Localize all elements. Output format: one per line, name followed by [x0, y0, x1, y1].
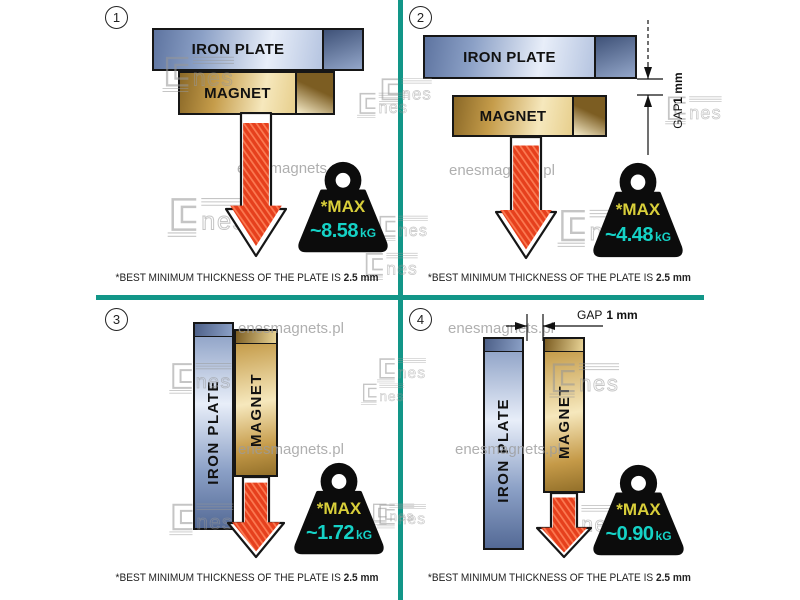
iron-plate-face: IRON PLATE [425, 37, 594, 77]
enes-logo-watermark [548, 360, 622, 400]
weight-icon: *MAX ~8.58 kG [297, 160, 389, 256]
pull-direction-arrow [536, 492, 592, 559]
magnet: MAGNET [543, 337, 585, 493]
magnet-face: MAGNET [454, 97, 572, 135]
magnet-face: MAGNET [236, 344, 276, 475]
magnet: MAGNET [452, 95, 607, 137]
max-pull-value: ~4.48 kG [604, 224, 672, 246]
magnet-label: MAGNET [479, 107, 547, 125]
horizontal-divider [96, 295, 704, 300]
iron-plate-label: IRON PLATE [191, 41, 285, 58]
max-pull-value: ~1.72 kG [305, 522, 373, 545]
enes-logo-watermark [168, 360, 234, 396]
iron-plate-end-cap [594, 37, 635, 77]
max-label: *MAX [615, 200, 661, 219]
max-label: *MAX [316, 498, 362, 518]
enes-logo-watermark [376, 350, 428, 390]
watermark-site-text: enesmagnets.pl [238, 320, 344, 337]
max-pull-value: ~0.90 kG [605, 523, 672, 546]
magnet-end-cap [295, 73, 333, 113]
max-label: *MAX [320, 197, 366, 217]
thickness-note: *BEST MINIMUM THICKNESS OF THE PLATE IS 2… [115, 272, 379, 284]
enes-logo-watermark [160, 55, 238, 93]
step-number-badge: 1 [105, 6, 128, 29]
gap-label: GAP1 mm [671, 72, 685, 129]
iron-plate: IRON PLATE [483, 337, 524, 550]
iron-plate: IRON PLATE [152, 28, 364, 71]
watermark-site-text: enesmagnets.pl [238, 441, 344, 458]
max-label: *MAX [616, 500, 661, 520]
unit-label: kG [356, 528, 373, 543]
enes-logo-watermark [378, 70, 434, 112]
thickness-note: *BEST MINIMUM THICKNESS OF THE PLATE IS 2… [427, 572, 691, 584]
iron-plate-face: IRON PLATE [485, 352, 522, 548]
weight-icon: *MAX ~0.90 kG [592, 463, 685, 559]
enes-logo-watermark [168, 500, 236, 538]
max-pull-value: ~8.58 kG [309, 220, 377, 243]
pull-direction-arrow [225, 112, 287, 258]
watermark-site-text: enesmagnets.pl [455, 441, 561, 458]
vertical-divider [398, 0, 403, 600]
pull-direction-arrow [227, 476, 285, 559]
magnet: MAGNET [234, 329, 278, 477]
magnet-face: MAGNET [545, 352, 583, 491]
weight-icon: *MAX ~1.72 kG [293, 461, 385, 558]
unit-label: kG [655, 230, 672, 244]
unit-label: kG [360, 226, 377, 241]
unit-label: kG [655, 529, 672, 544]
step-number-badge: 4 [409, 308, 432, 331]
iron-plate-label: IRON PLATE [463, 48, 556, 66]
iron-plate: IRON PLATE [423, 35, 637, 79]
gap-dimension: GAP1 mm [635, 20, 685, 160]
magnet-label: MAGNET [247, 372, 265, 447]
thickness-note: *BEST MINIMUM THICKNESS OF THE PLATE IS 2… [427, 272, 691, 284]
magnet-end-cap [572, 97, 605, 135]
pull-direction-arrow [495, 136, 557, 260]
step-number-badge: 3 [105, 308, 128, 331]
iron-plate-face: IRON PLATE [154, 30, 322, 69]
iron-plate-top-cap [195, 324, 232, 338]
thickness-note: *BEST MINIMUM THICKNESS OF THE PLATE IS 2… [115, 572, 379, 584]
step-number-badge: 2 [409, 6, 432, 29]
iron-plate-end-cap [322, 30, 362, 69]
weight-icon: *MAX ~4.48 kG [592, 161, 684, 261]
